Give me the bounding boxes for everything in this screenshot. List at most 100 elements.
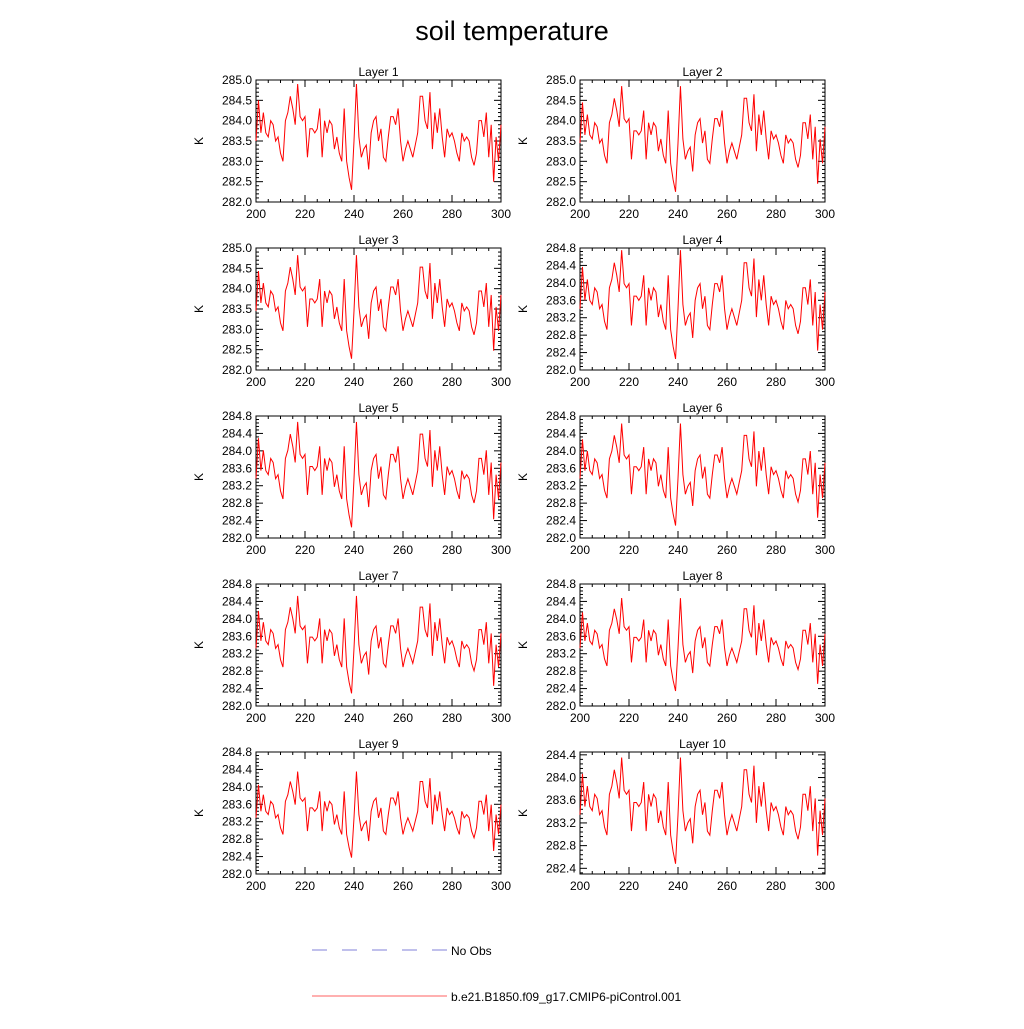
x-tick-label: 200 [246, 711, 266, 725]
x-tick-label: 260 [717, 543, 737, 557]
x-tick-label: 220 [295, 207, 315, 221]
x-tick-label: 300 [491, 879, 511, 893]
series-line [579, 250, 826, 360]
series-line [255, 771, 502, 858]
y-tick-label: 282.4 [546, 346, 576, 360]
x-tick-label: 240 [344, 375, 364, 389]
panel-title: Layer 2 [682, 65, 722, 79]
panel-title: Layer 9 [358, 737, 398, 751]
y-axis-label: K [192, 641, 206, 649]
y-axis-label: K [192, 473, 206, 481]
panel-layer-9: Layer 9 200 220 240 260 280 300 282.0 282.4 282.8… [192, 737, 511, 893]
y-tick-label: 283.6 [546, 629, 576, 643]
x-tick-label: 220 [295, 543, 315, 557]
y-tick-label: 284.0 [546, 444, 576, 458]
y-tick-label: 284.0 [222, 612, 252, 626]
y-axis-label: K [516, 473, 530, 481]
x-tick-label: 280 [442, 543, 462, 557]
y-tick-label: 284.8 [222, 745, 252, 759]
y-tick-label: 284.4 [222, 426, 252, 440]
y-tick-label: 284.8 [546, 577, 576, 591]
series-line [579, 86, 826, 192]
y-tick-label: 284.0 [222, 444, 252, 458]
y-tick-label: 283.6 [546, 293, 576, 307]
y-tick-label: 283.0 [546, 154, 576, 168]
y-tick-label: 284.5 [222, 261, 252, 275]
x-tick-label: 200 [246, 375, 266, 389]
x-tick-label: 300 [815, 207, 835, 221]
panels: Layer 1 200 220 240 260 280 300 282.0 282.5 283.0… [192, 65, 835, 893]
y-tick-label: 283.2 [222, 647, 252, 661]
x-tick-label: 260 [393, 543, 413, 557]
y-tick-label: 283.5 [222, 302, 252, 316]
x-tick-label: 200 [246, 543, 266, 557]
x-tick-label: 240 [344, 711, 364, 725]
x-tick-label: 260 [393, 375, 413, 389]
y-tick-label: 282.5 [222, 175, 252, 189]
x-tick-label: 260 [717, 879, 737, 893]
x-tick-label: 220 [619, 711, 639, 725]
legend-model-label: b.e21.B1850.f09_g17.CMIP6-piControl.001 [451, 990, 681, 1004]
y-tick-label: 283.5 [222, 134, 252, 148]
y-tick-label: 284.0 [222, 114, 252, 128]
x-tick-label: 220 [619, 879, 639, 893]
panel-layer-10: Layer 10 200 220 240 260 280 300 282.4 282.8 283.… [516, 737, 835, 893]
y-tick-label: 282.8 [546, 328, 576, 342]
x-tick-label: 280 [442, 711, 462, 725]
y-tick-label: 284.8 [546, 409, 576, 423]
legend-no-obs-label: No Obs [451, 944, 492, 958]
panel-title: Layer 4 [682, 233, 722, 247]
y-tick-label: 282.0 [222, 195, 252, 209]
x-tick-label: 220 [619, 207, 639, 221]
y-tick-label: 284.0 [546, 771, 576, 785]
panel-title: Layer 8 [682, 569, 722, 583]
series-line [255, 255, 502, 359]
x-tick-label: 200 [570, 375, 590, 389]
panel-title: Layer 1 [358, 65, 398, 79]
series-line [255, 421, 502, 528]
y-tick-label: 283.6 [222, 461, 252, 475]
y-tick-label: 284.0 [546, 114, 576, 128]
x-tick-label: 300 [491, 375, 511, 389]
y-tick-label: 284.0 [222, 780, 252, 794]
x-tick-label: 260 [717, 207, 737, 221]
y-tick-label: 284.4 [222, 762, 252, 776]
y-tick-label: 285.0 [222, 73, 252, 87]
x-tick-label: 200 [570, 207, 590, 221]
y-tick-label: 284.4 [546, 258, 576, 272]
x-tick-label: 260 [717, 711, 737, 725]
y-tick-label: 284.4 [546, 748, 576, 762]
y-tick-label: 283.2 [222, 815, 252, 829]
x-tick-label: 300 [491, 711, 511, 725]
y-tick-label: 282.5 [546, 175, 576, 189]
y-tick-label: 283.2 [222, 479, 252, 493]
panel-layer-7: Layer 7 200 220 240 260 280 300 282.0 282.4 282.8… [192, 569, 511, 725]
y-tick-label: 282.4 [546, 682, 576, 696]
series-line [579, 757, 826, 864]
x-tick-label: 240 [668, 375, 688, 389]
y-tick-label: 282.8 [222, 496, 252, 510]
x-tick-label: 280 [442, 207, 462, 221]
panel-layer-3: Layer 3 200 220 240 260 280 300 282.0 282.5 283.0… [192, 233, 511, 389]
panel-layer-5: Layer 5 200 220 240 260 280 300 282.0 282.4 282.8… [192, 401, 511, 557]
y-tick-label: 284.4 [222, 594, 252, 608]
y-tick-label: 284.4 [546, 426, 576, 440]
x-tick-label: 280 [766, 879, 786, 893]
y-tick-label: 282.0 [222, 531, 252, 545]
y-tick-label: 284.0 [222, 282, 252, 296]
x-tick-label: 280 [442, 375, 462, 389]
x-tick-label: 240 [668, 543, 688, 557]
x-tick-label: 240 [668, 711, 688, 725]
panel-layer-4: Layer 4 200 220 240 260 280 300 282.0 282.4 282.8… [516, 233, 835, 389]
y-axis-label: K [192, 137, 206, 145]
panel-title: Layer 6 [682, 401, 722, 415]
series-line [255, 595, 502, 694]
y-tick-label: 284.8 [222, 409, 252, 423]
x-tick-label: 240 [344, 879, 364, 893]
x-tick-label: 200 [246, 879, 266, 893]
y-tick-label: 283.2 [546, 479, 576, 493]
x-tick-label: 240 [668, 207, 688, 221]
y-tick-label: 282.4 [222, 514, 252, 528]
y-tick-label: 284.8 [222, 577, 252, 591]
